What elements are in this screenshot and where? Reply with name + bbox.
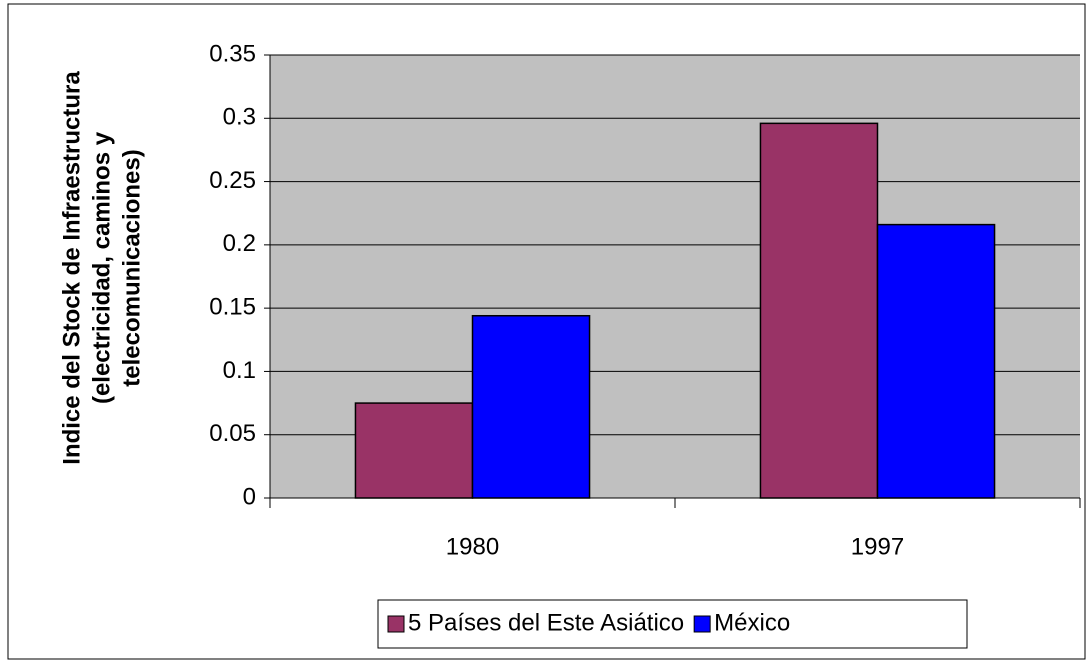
y-axis-label-line: Indice del Stock de Infraestructura <box>58 71 85 465</box>
y-axis-label-line: (electricidad, caminos y <box>88 131 115 404</box>
legend-label: México <box>714 609 790 636</box>
y-tick-label: 0.05 <box>209 420 256 447</box>
y-axis-label-line: telecomunicaciones) <box>118 149 145 386</box>
legend-swatch <box>387 615 405 633</box>
bar <box>471 314 591 499</box>
y-tick-label: 0.2 <box>223 230 256 257</box>
bar <box>354 402 474 499</box>
bar <box>759 122 879 499</box>
y-tick-label: 0.25 <box>209 167 256 194</box>
x-tick-label: 1997 <box>851 533 904 560</box>
y-tick-label: 0.3 <box>223 104 256 131</box>
legend-swatch <box>693 615 711 633</box>
legend-label: 5 Países del Este Asiático <box>408 609 684 636</box>
legend <box>377 599 968 649</box>
x-tick-label: 1980 <box>446 533 499 560</box>
y-tick-label: 0.35 <box>209 40 256 67</box>
y-tick-label: 0.15 <box>209 293 256 320</box>
y-tick-label: 0.1 <box>223 357 256 384</box>
y-axis-label: Indice del Stock de Infraestructura (ele… <box>58 71 145 465</box>
bar <box>876 223 996 499</box>
y-tick-label: 0 <box>243 483 256 510</box>
